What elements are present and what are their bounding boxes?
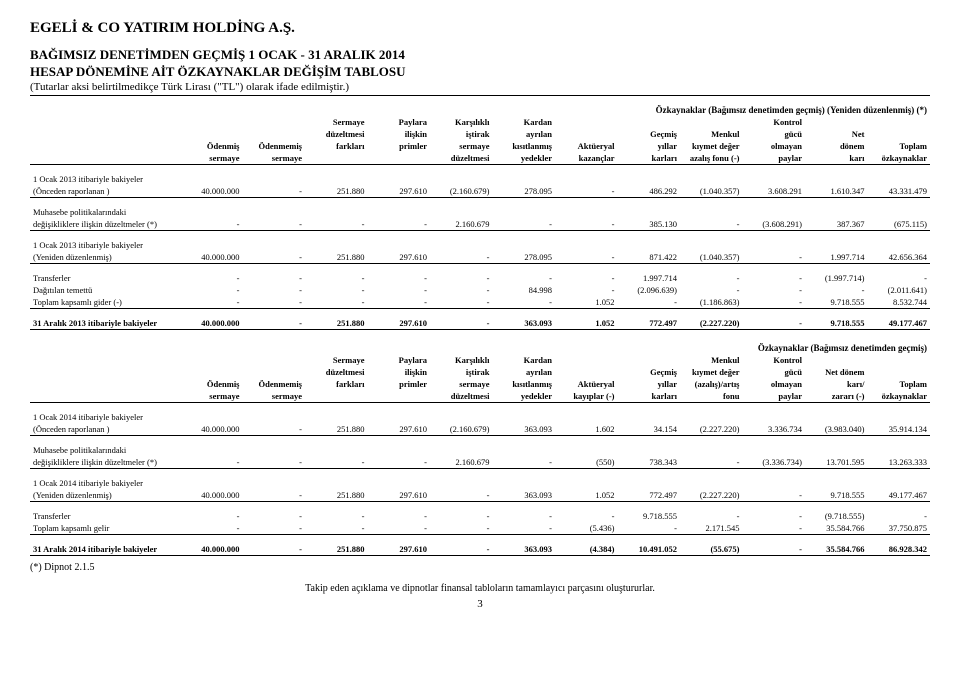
dipnot-reference: (*) Dipnot 2.1.5 <box>30 562 930 573</box>
row-2014-adjustments: değişikliklere ilişkin düzeltmeler (*) -… <box>30 456 930 469</box>
row-2013-adjustments: değişikliklere ilişkin düzeltmeler (*) -… <box>30 218 930 231</box>
title-line-2: HESAP DÖNEMİNE AİT ÖZKAYNAKLAR DEĞİŞİM T… <box>30 64 930 81</box>
row-total-comp-2014: Toplam kapsamlı gelir ------(5.436)-2.17… <box>30 522 930 535</box>
caption-1: Özkaynaklar (Bağımsız denetimden geçmiş)… <box>180 104 930 116</box>
page-number: 3 <box>30 598 930 610</box>
row-transfers-2014: Transferler -------9.718.555--(9.718.555… <box>30 510 930 522</box>
footer-note: Takip eden açıklama ve dipnotlar finansa… <box>30 583 930 594</box>
row-2013-opening-reported: (Önceden raporlanan ) 40.000.000-251.880… <box>30 185 930 198</box>
header-rule <box>30 95 930 96</box>
row-2014-closing: 31 Aralık 2014 itibariyle bakiyeler 40.0… <box>30 543 930 556</box>
subtitle: (Tutarlar aksi belirtilmedikçe Türk Lira… <box>30 81 930 93</box>
company-name: EGELİ & CO YATIRIM HOLDİNG A.Ş. <box>30 20 930 37</box>
row-dividends-2013: Dağıtılan temettü -----84.998-(2.096.639… <box>30 284 930 296</box>
row-2014-opening-reported: (Önceden raporlanan ) 40.000.000-251.880… <box>30 423 930 436</box>
caption-2: Özkaynaklar (Bağımsız denetimden geçmiş) <box>180 342 930 354</box>
row-total-comp-2013: Toplam kapsamlı gider (-) ------1.052-(1… <box>30 296 930 309</box>
row-2014-opening-restated: (Yeniden düzenlenmiş) 40.000.000-251.880… <box>30 489 930 502</box>
row-2013-closing: 31 Aralık 2013 itibariyle bakiyeler 40.0… <box>30 317 930 330</box>
row-transfers-2013: Transferler -------1.997.714--(1.997.714… <box>30 272 930 284</box>
equity-table-2013: Özkaynaklar (Bağımsız denetimden geçmiş)… <box>30 104 930 330</box>
row-2013-opening-restated: (Yeniden düzenlenmiş) 40.000.000-251.880… <box>30 251 930 264</box>
title-line-1: BAĞIMSIZ DENETİMDEN GEÇMİŞ 1 OCAK - 31 A… <box>30 47 930 64</box>
equity-table-2014: Özkaynaklar (Bağımsız denetimden geçmiş)… <box>30 342 930 556</box>
